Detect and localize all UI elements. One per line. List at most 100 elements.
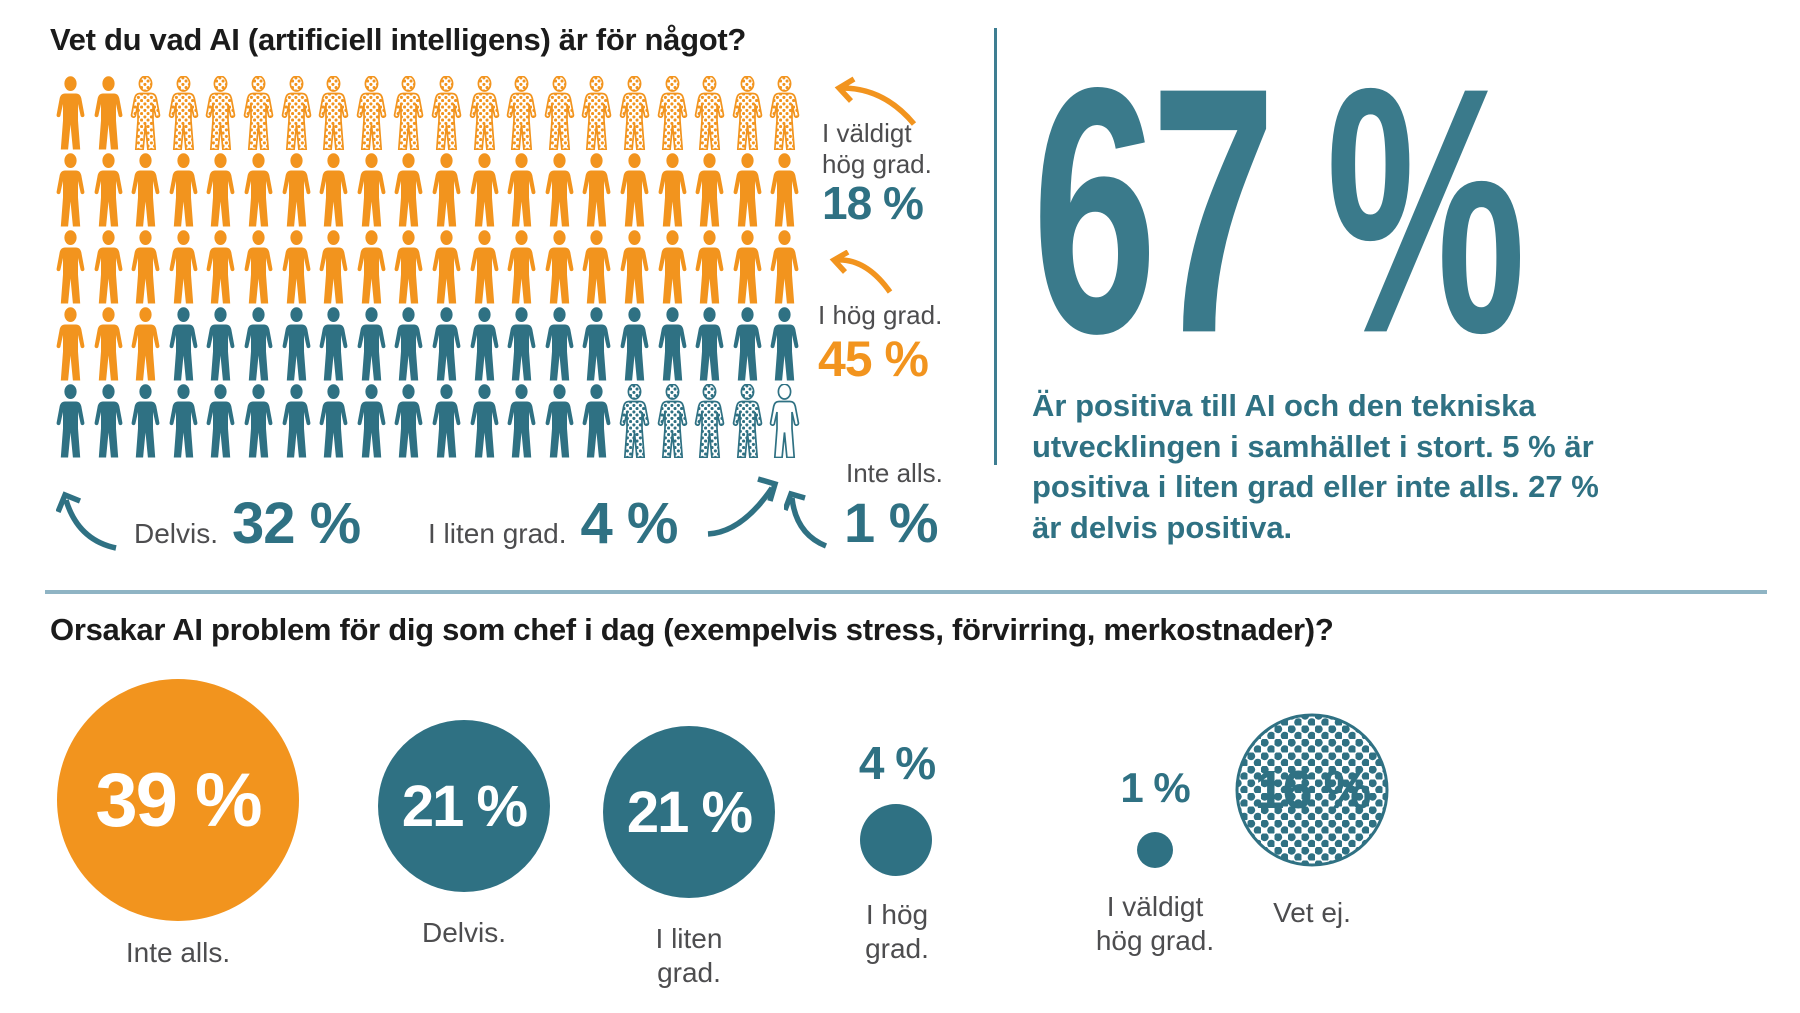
person-icon: [319, 153, 348, 227]
callout-value: 67 %: [1032, 15, 1526, 406]
person-icon: [56, 230, 85, 304]
person-icon: [619, 76, 650, 150]
person-icon: [733, 153, 762, 227]
pictogram-grid: [55, 76, 800, 461]
person-icon: [431, 76, 462, 150]
ann-hg-label: I hög grad.: [818, 300, 943, 330]
person-icon: [394, 307, 423, 381]
person-icon: [318, 76, 349, 150]
person-icon: [470, 153, 498, 227]
person-icon: [545, 153, 574, 227]
person-icon: [657, 384, 687, 458]
label-line: Vet ej.: [1273, 897, 1351, 928]
person-icon: [94, 153, 123, 227]
bubble-vet-ej-value: 16 %: [1254, 760, 1371, 820]
person-icon: [469, 76, 499, 150]
person-icon: [94, 384, 123, 458]
ann-delvis-label: Delvis.: [134, 518, 219, 549]
ann-hg-value: 45 %: [818, 331, 929, 387]
person-icon: [130, 76, 161, 150]
person-icon: [94, 307, 123, 381]
person-icon: [206, 384, 235, 458]
person-icon: [733, 230, 762, 304]
ann-intealls-value: 1 %: [844, 491, 938, 554]
person-icon: [169, 153, 198, 227]
person-icon: [357, 153, 386, 227]
person-icon: [282, 153, 311, 227]
label-line: I väldigt: [1106, 891, 1204, 922]
callout-text: Är positiva till AI och den tekniska utv…: [1032, 388, 1599, 545]
person-icon: [168, 76, 199, 150]
person-icon: [206, 307, 235, 381]
bubble-hog-grad-label: I hög grad.: [865, 898, 929, 965]
chart1-title: Vet du vad AI (artificiell intelligens) …: [50, 22, 747, 57]
person-icon: [206, 153, 235, 227]
person-icon: [56, 76, 85, 150]
person-icon: [281, 76, 311, 150]
person-icon: [658, 307, 686, 381]
ann-delvis-value: 32 %: [232, 491, 361, 556]
person-icon: [319, 384, 348, 458]
pictogram-row: [55, 76, 800, 150]
person-icon: [733, 307, 762, 381]
person-icon: [545, 307, 574, 381]
person-icon: [131, 230, 160, 304]
label-line: I hög: [865, 899, 929, 930]
person-icon: [94, 230, 123, 304]
person-icon: [319, 307, 348, 381]
person-icon: [732, 384, 762, 458]
person-icon: [394, 153, 423, 227]
arrow-to-intealls-icon: [784, 490, 828, 549]
person-icon: [394, 384, 423, 458]
person-icon: [282, 307, 311, 381]
person-icon: [169, 307, 198, 381]
ann-liten-value: 4 %: [580, 491, 679, 556]
person-icon: [94, 76, 123, 150]
chart2-title: Orsakar AI problem för dig som chef i da…: [50, 612, 1334, 647]
bubble-vhg: [1137, 832, 1173, 868]
bubble-vet-ej-label: Vet ej.: [1273, 896, 1351, 930]
person-icon: [282, 230, 311, 304]
person-icon: [582, 153, 611, 227]
person-icon: [620, 153, 649, 227]
person-icon: [282, 384, 311, 458]
arrow-to-vhg-icon: [834, 76, 917, 126]
person-icon: [169, 230, 198, 304]
pictogram-row: [55, 230, 800, 304]
person-icon: [470, 230, 498, 304]
person-icon: [506, 76, 537, 150]
person-icon: [695, 153, 724, 227]
person-icon: [507, 307, 536, 381]
bubble-vhg-value: 1 %: [1120, 764, 1190, 811]
person-icon: [732, 76, 762, 150]
person-icon: [131, 153, 160, 227]
ann-vhg-value: 18 %: [822, 177, 924, 229]
person-icon: [56, 384, 85, 458]
person-icon: [470, 384, 498, 458]
person-icon: [244, 307, 273, 381]
bubble-hog-grad-value: 4 %: [858, 737, 936, 789]
person-icon: [357, 384, 386, 458]
person-icon: [319, 230, 348, 304]
pictogram-row: [55, 384, 800, 458]
bubble-vet-ej-value-wrap: 16 %: [1234, 712, 1390, 868]
person-icon: [770, 307, 799, 381]
bubble-liten-grad-value: 21 %: [626, 779, 753, 845]
bubble-inte-alls: 39 %: [57, 679, 299, 921]
person-icon: [657, 76, 687, 150]
person-icon: [770, 153, 799, 227]
person-icon: [694, 384, 725, 458]
person-icon: [432, 230, 461, 304]
person-icon: [243, 76, 274, 150]
person-icon: [544, 76, 575, 150]
arrow-to-delvis-icon: [56, 491, 117, 551]
person-icon: [432, 153, 461, 227]
label-line: Inte alls.: [125, 937, 231, 968]
label-line: I liten: [655, 923, 723, 954]
person-icon: [619, 384, 650, 458]
person-icon: [582, 230, 611, 304]
person-icon: [394, 230, 423, 304]
person-icon: [356, 76, 387, 150]
person-icon: [769, 384, 800, 458]
